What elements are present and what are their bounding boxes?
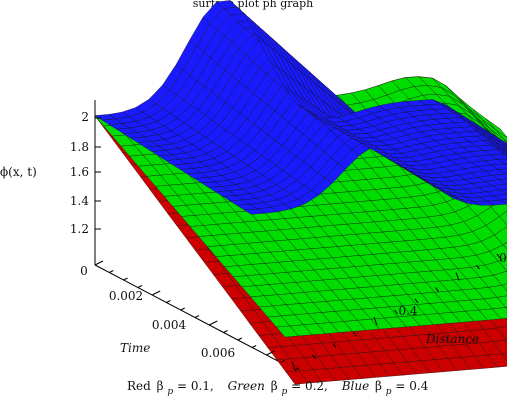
surface-patch [499, 199, 507, 205]
time-axis-label: Time [120, 341, 150, 355]
z-tick-label: 1.8 [70, 140, 89, 154]
time-tick-label: 0.002 [109, 289, 143, 303]
distance-tick [332, 343, 337, 348]
surface-patch [486, 119, 507, 138]
time-tick [166, 300, 171, 303]
time-tick [137, 285, 143, 288]
distance-tick [291, 361, 296, 371]
time-tick-label: 0.006 [201, 346, 235, 360]
legend-blue-label: Blue [341, 379, 370, 393]
surface-patch [499, 188, 507, 195]
time-tick [237, 337, 243, 341]
surface-patch [502, 241, 507, 250]
time-tick [209, 320, 218, 326]
legend-red-label: Red [127, 379, 151, 393]
distance-tick-label: 0 [499, 251, 507, 265]
surface-blue [94, 0, 507, 215]
distance-tick [353, 332, 357, 337]
surface-patch [497, 168, 507, 174]
legend-blue-sub: p [386, 387, 392, 397]
time-tick [123, 277, 128, 281]
distance-tick [476, 264, 480, 270]
surface-patch [498, 178, 507, 185]
time-tick [180, 307, 185, 311]
z-tick-label: 1.2 [70, 222, 89, 236]
time-tick [294, 367, 300, 371]
legend-blue-value: = 0.4 [395, 379, 428, 393]
legend-red-value: = 0.1, [177, 379, 214, 393]
time-tick [109, 270, 114, 273]
surface-patch [503, 139, 507, 144]
distance-tick-label: 0.4 [398, 304, 417, 318]
surface-patch [501, 283, 507, 292]
surface-patch [501, 353, 507, 361]
surface-patch [499, 210, 507, 225]
time-tick [194, 315, 200, 318]
legend-blue-symbol: β [375, 379, 382, 393]
legend-green-symbol: β [271, 379, 278, 393]
time-tick-label: 0 [80, 264, 88, 278]
z-tick-label: 1.6 [70, 165, 89, 179]
tick-marks [94, 117, 501, 371]
time-tick [280, 360, 285, 363]
time-tick [266, 350, 275, 356]
surface-patch [498, 256, 507, 272]
chart-title: surface plot ph graph [193, 0, 314, 10]
distance-tick [435, 287, 439, 292]
distance-tick [414, 298, 419, 304]
legend-green-sub: p [281, 387, 287, 397]
distance-axis-label: Distance [425, 332, 479, 346]
z-axis-label: ϕ(x, t) [0, 165, 37, 179]
z-tick-label: 2 [81, 110, 89, 124]
distance-tick [496, 253, 501, 259]
legend-green-value: = 0.2, [291, 379, 328, 393]
time-tick-label: 0.004 [152, 318, 187, 332]
legend-red-sub: p [167, 387, 173, 397]
surface-patch [504, 163, 507, 166]
legend-red-symbol: β [157, 379, 164, 393]
legend-green-label: Green [228, 379, 265, 393]
distance-tick [312, 354, 316, 360]
distance-tick [394, 309, 398, 315]
surfaces-group [94, 0, 507, 385]
legend-caption: Red β p = 0.1, Green β p = 0.2, Blue β p… [127, 379, 429, 397]
surface-patch [486, 139, 507, 157]
time-tick [94, 260, 104, 266]
z-tick-label: 1.4 [70, 194, 89, 208]
time-tick [151, 290, 161, 296]
distance-tick [455, 272, 460, 281]
distance-tick [373, 317, 378, 326]
time-tick [251, 345, 257, 348]
time-tick [223, 330, 228, 333]
